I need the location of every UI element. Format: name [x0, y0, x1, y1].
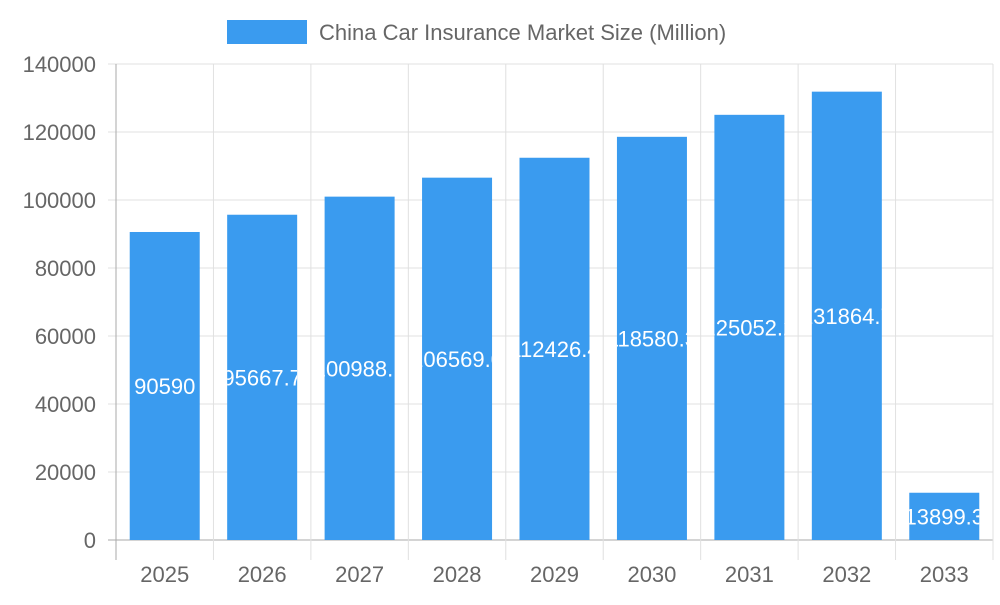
bar-value-label: 100988.1	[314, 356, 406, 381]
bar-value-label: 13899.3	[905, 504, 985, 529]
y-tick-label: 80000	[35, 256, 96, 281]
bar-value-label: 131864.7	[801, 304, 893, 329]
bar	[227, 214, 298, 541]
y-tick-label: 60000	[35, 324, 96, 349]
bar-value-label: 95667.7	[222, 365, 302, 390]
bar	[714, 114, 785, 541]
y-axis: 0 20000 40000 60000 80000 100000 120000 140000	[23, 52, 96, 553]
y-tick-label: 20000	[35, 460, 96, 485]
bar	[422, 177, 493, 540]
x-tick-label: 2032	[822, 562, 871, 587]
legend-swatch	[227, 20, 307, 44]
bar-value-label: 125052.2	[704, 315, 796, 340]
legend-label: China Car Insurance Market Size (Million…	[319, 20, 726, 45]
bar-value-label: 118580.3	[607, 326, 697, 351]
x-tick-label: 2028	[433, 562, 482, 587]
bar-value-label: 112426.4	[509, 337, 599, 362]
bar-value-label: 90590	[134, 374, 195, 399]
y-tick-label: 40000	[35, 392, 96, 417]
x-tick-label: 2033	[920, 562, 969, 587]
bar	[616, 136, 687, 541]
x-tick-label: 2029	[530, 562, 579, 587]
bars: 90590 95667.7 100988.1 106569.0 112426.4 1185…	[129, 91, 985, 541]
x-axis: 2025 2026 2027 2028 2029 2030 2031 2032 2033	[140, 562, 969, 587]
bar	[129, 231, 200, 540]
bar	[519, 157, 590, 540]
x-tick-label: 2027	[335, 562, 384, 587]
bar	[909, 492, 980, 540]
legend[interactable]: China Car Insurance Market Size (Million…	[227, 20, 726, 45]
bar	[324, 196, 395, 541]
x-tick-label: 2026	[238, 562, 287, 587]
x-tick-label: 2030	[627, 562, 676, 587]
y-tick-label: 120000	[23, 120, 96, 145]
x-tick-label: 2025	[140, 562, 189, 587]
x-tick-label: 2031	[725, 562, 774, 587]
bar-value-label: 106569.0	[411, 347, 503, 372]
y-tick-label: 140000	[23, 52, 96, 77]
y-tick-label: 0	[84, 528, 96, 553]
bar	[811, 91, 882, 540]
y-tick-label: 100000	[23, 188, 96, 213]
